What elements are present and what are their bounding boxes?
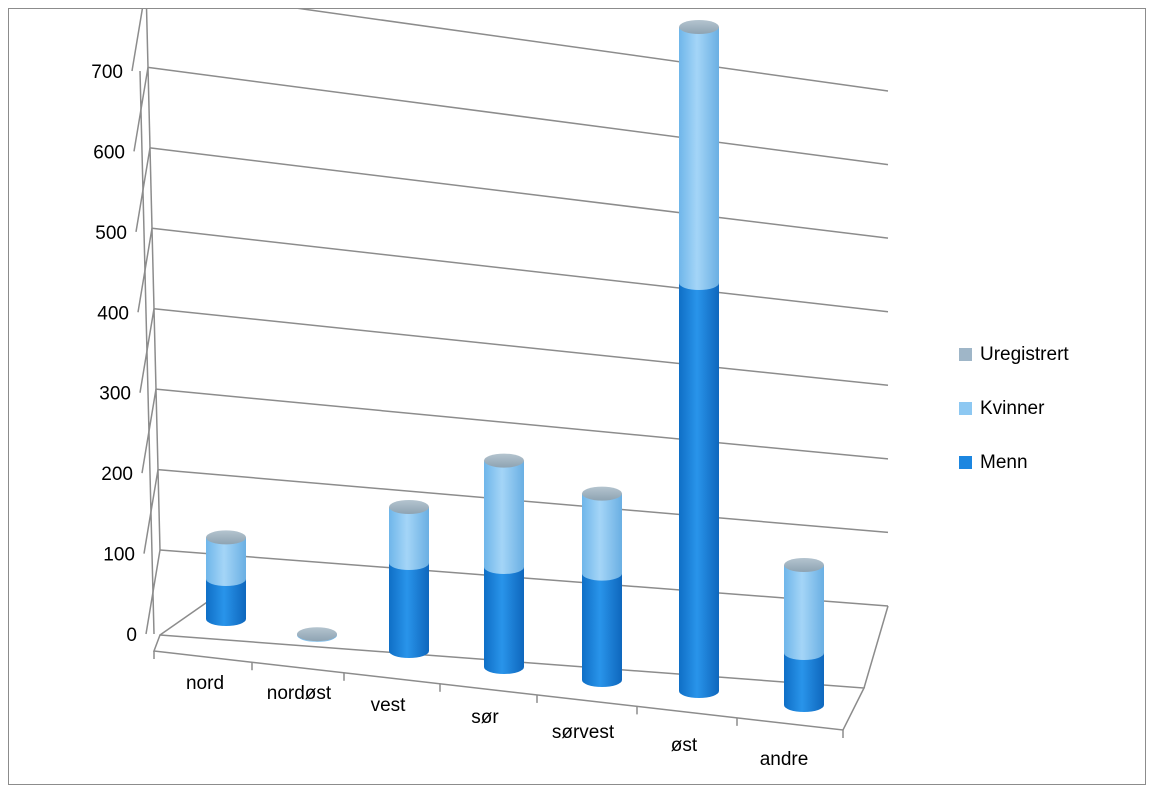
x-tick-label: vest <box>371 695 407 716</box>
bar-segment-menn <box>206 579 246 626</box>
floor-right-edge <box>863 605 889 689</box>
y-tick-label: 500 <box>95 223 127 244</box>
label-layer: 0 100 200 300 400 500 600 700 nord nordøst vest sør… <box>91 62 808 770</box>
bar-sør <box>484 453 524 674</box>
bar-andre <box>784 558 824 712</box>
bar-segment-menn <box>484 567 524 674</box>
bar-vest <box>389 500 429 658</box>
bar-segment-kvinner <box>679 27 719 290</box>
bar-segment-menn <box>389 563 429 658</box>
y-tick-label: 100 <box>103 545 135 566</box>
bar-cap <box>484 453 524 468</box>
chart-frame: 0 100 200 300 400 500 600 700 nord nordøst vest sør… <box>8 8 1146 785</box>
bar-nord <box>206 530 246 626</box>
bar-segment-kvinner <box>206 537 246 586</box>
y-tick-label: 300 <box>99 384 131 405</box>
x-tick-label: sørvest <box>552 722 615 743</box>
legend-label-kvinner: Kvinner <box>980 398 1045 419</box>
gridline <box>297 9 889 92</box>
legend-label-uregistrert: Uregistrert <box>980 344 1069 365</box>
bar-cap <box>297 627 337 642</box>
bar-segment-kvinner <box>389 507 429 570</box>
bar-cap <box>206 530 246 545</box>
gridline <box>151 227 889 313</box>
bar-sørvest <box>582 486 622 687</box>
bar-cap <box>389 500 429 514</box>
x-tick-label: nord <box>186 673 224 694</box>
y-tick-label: 600 <box>93 142 125 163</box>
grid-layer <box>131 9 889 635</box>
bar-cap <box>784 558 824 572</box>
bar-cap <box>582 486 622 501</box>
gridline <box>153 307 889 387</box>
legend-label-menn: Menn <box>980 452 1028 473</box>
bar-nordøst <box>297 627 337 642</box>
bar-segment-menn <box>679 283 719 698</box>
y-tick-label: 700 <box>91 62 123 83</box>
y-axis <box>139 70 155 635</box>
gridline-side <box>131 9 144 72</box>
x-tick-label: øst <box>671 735 698 756</box>
legend-swatch-kvinner <box>959 402 972 415</box>
gridline <box>147 66 889 166</box>
bar-segment-kvinner <box>484 460 524 574</box>
y-tick-label: 0 <box>126 625 137 646</box>
x-tick-label: nordøst <box>267 683 332 704</box>
bar-cap <box>679 20 719 34</box>
bar-segment-kvinner <box>784 565 824 660</box>
gridline <box>149 147 889 239</box>
bar-segment-kvinner <box>582 493 622 581</box>
axis-layer <box>139 9 889 738</box>
legend-swatch-menn <box>959 456 972 469</box>
bar-øst <box>679 20 719 698</box>
bar-segment-menn <box>784 653 824 712</box>
back-wall-edge <box>145 9 161 551</box>
chart-canvas: 0 100 200 300 400 500 600 700 nord nordøst vest sør… <box>91 9 1069 770</box>
floor-side <box>159 597 214 636</box>
y-tick-label: 200 <box>101 464 133 485</box>
x-tick-label: sør <box>471 707 499 728</box>
gridline <box>155 388 889 460</box>
x-tick-label: andre <box>760 749 809 770</box>
legend: Uregistrert Kvinner Menn <box>959 344 1069 473</box>
legend-swatch-uregistrert <box>959 348 972 361</box>
y-tick-label: 400 <box>97 303 129 324</box>
bar-layer <box>206 20 824 712</box>
bar-segment-menn <box>582 573 622 687</box>
